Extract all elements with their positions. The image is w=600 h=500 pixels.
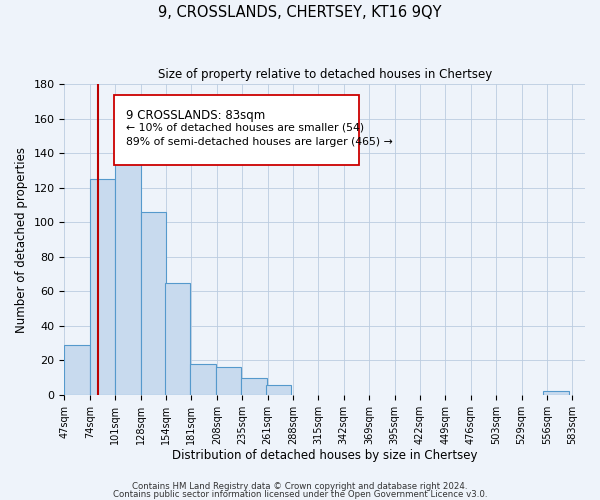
Bar [266, 384, 291, 395]
Text: Contains public sector information licensed under the Open Government Licence v3: Contains public sector information licen… [113, 490, 487, 499]
Bar [140, 212, 166, 395]
Bar [543, 392, 569, 395]
Text: ← 10% of detached houses are smaller (54): ← 10% of detached houses are smaller (54… [126, 122, 364, 132]
Bar [90, 180, 115, 395]
Text: 9 CROSSLANDS: 83sqm: 9 CROSSLANDS: 83sqm [126, 108, 265, 122]
Bar [216, 368, 241, 395]
FancyBboxPatch shape [114, 96, 359, 165]
Bar [115, 136, 140, 395]
Bar [165, 283, 190, 395]
Bar [190, 364, 216, 395]
Y-axis label: Number of detached properties: Number of detached properties [15, 146, 28, 332]
Text: 9, CROSSLANDS, CHERTSEY, KT16 9QY: 9, CROSSLANDS, CHERTSEY, KT16 9QY [158, 5, 442, 20]
Bar [64, 345, 90, 395]
Title: Size of property relative to detached houses in Chertsey: Size of property relative to detached ho… [158, 68, 492, 80]
Bar [241, 378, 266, 395]
Text: Contains HM Land Registry data © Crown copyright and database right 2024.: Contains HM Land Registry data © Crown c… [132, 482, 468, 491]
X-axis label: Distribution of detached houses by size in Chertsey: Distribution of detached houses by size … [172, 450, 478, 462]
Text: 89% of semi-detached houses are larger (465) →: 89% of semi-detached houses are larger (… [126, 136, 392, 146]
